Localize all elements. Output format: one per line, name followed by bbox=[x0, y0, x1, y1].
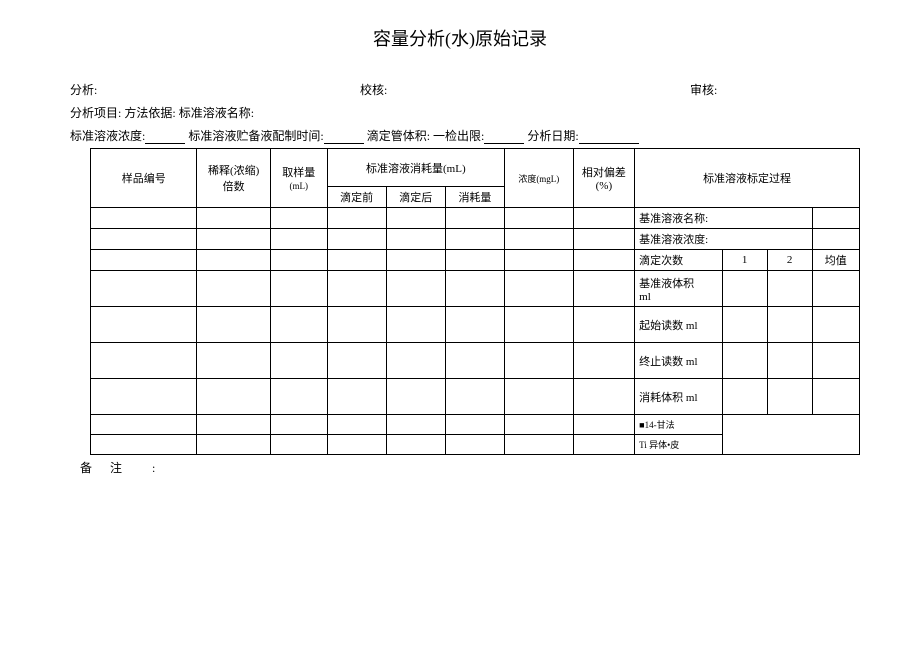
formula2-label: Ti 异体•皮 bbox=[635, 435, 723, 455]
col-rel-dev: 相对偏差 (%) bbox=[573, 149, 635, 208]
date-label: 分析日期: bbox=[527, 129, 578, 143]
base-name-label: 基准溶液名称: bbox=[635, 208, 812, 229]
table-row: 消耗体积 ml bbox=[91, 379, 860, 415]
info-line-3: 标准溶液浓度: 标准溶液贮备液配制时间: 滴定管体积: 一检出限: 分析日期: bbox=[70, 127, 860, 144]
col-sample-no: 样品编号 bbox=[91, 149, 197, 208]
std-name-label: 标准溶液名称: bbox=[179, 106, 254, 120]
col-sample-vol: 取样量(mL) bbox=[270, 149, 327, 208]
info-line-2: 分析项目: 方法依据: 标准溶液名称: bbox=[70, 104, 860, 121]
table-row: 基准溶液名称: bbox=[91, 208, 860, 229]
method-label: 方法依据: bbox=[124, 106, 175, 120]
notes-label2: 注 bbox=[110, 461, 122, 475]
table-row: 终止读数 ml bbox=[91, 343, 860, 379]
start-read-label: 起始读数 ml bbox=[635, 307, 723, 343]
table-row: 起始读数 ml bbox=[91, 307, 860, 343]
blank-field[interactable] bbox=[145, 130, 185, 144]
signature-row: 分析: 校核: 审核: bbox=[70, 81, 860, 98]
calib-col-2: 2 bbox=[767, 250, 812, 271]
calib-col-1: 1 bbox=[722, 250, 767, 271]
notes-label: 备 bbox=[80, 461, 92, 475]
burette-label: 滴定管体积: bbox=[367, 129, 430, 143]
col-conc: 浓度(mgL) bbox=[505, 149, 574, 208]
col-std-consume: 标准溶液消耗量(mL) bbox=[327, 149, 504, 187]
calib-col-avg: 均值 bbox=[812, 250, 859, 271]
prep-time-label: 标准溶液贮备液配制时间: bbox=[188, 129, 323, 143]
project-label: 分析项目: bbox=[70, 106, 121, 120]
analysis-label: 分析: bbox=[70, 81, 240, 98]
detect-limit-label: 一检出限: bbox=[433, 129, 484, 143]
col-dilution: 稀释(浓缩) 倍数 bbox=[197, 149, 270, 208]
col-calib-process: 标准溶液标定过程 bbox=[635, 149, 860, 208]
col-before: 滴定前 bbox=[327, 187, 386, 208]
table-row: ■14-甘法 bbox=[91, 415, 860, 435]
page-title: 容量分析(水)原始记录 bbox=[60, 25, 860, 51]
blank-field[interactable] bbox=[484, 130, 524, 144]
end-read-label: 终止读数 ml bbox=[635, 343, 723, 379]
notes-colon: : bbox=[152, 461, 155, 475]
col-after: 滴定后 bbox=[386, 187, 445, 208]
main-table: 样品编号 稀释(浓缩) 倍数 取样量(mL) 标准溶液消耗量(mL) 浓度(mg… bbox=[90, 148, 860, 455]
base-vol-label: 基准液体积 ml bbox=[635, 271, 723, 307]
table-row: 基准液体积 ml bbox=[91, 271, 860, 307]
review-label: 审核: bbox=[530, 81, 860, 98]
blank-field[interactable] bbox=[579, 130, 639, 144]
check-label: 校核: bbox=[240, 81, 530, 98]
formula1-label: ■14-甘法 bbox=[635, 415, 723, 435]
notes-row: 备 注 : bbox=[80, 459, 860, 476]
blank-field[interactable] bbox=[324, 130, 364, 144]
col-consumed: 消耗量 bbox=[445, 187, 504, 208]
titration-count-label: 滴定次数 bbox=[635, 250, 723, 271]
consume-vol-label: 消耗体积 ml bbox=[635, 379, 723, 415]
base-conc-label: 基准溶液浓度: bbox=[635, 229, 812, 250]
table-row: 滴定次数 1 2 均值 bbox=[91, 250, 860, 271]
table-row: 基准溶液浓度: bbox=[91, 229, 860, 250]
std-conc-label: 标准溶液浓度: bbox=[70, 129, 145, 143]
